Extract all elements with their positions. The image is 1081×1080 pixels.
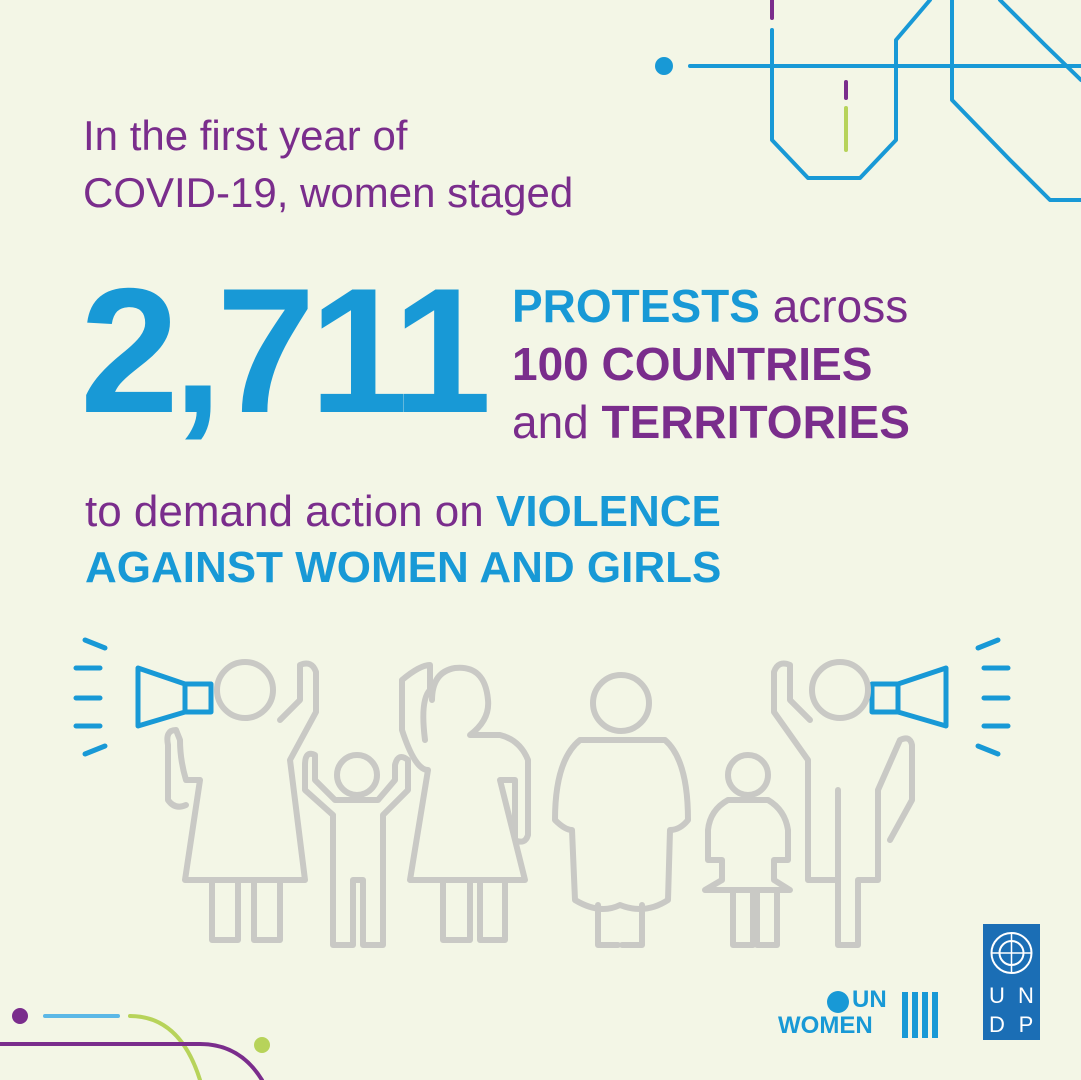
stat-text: across — [772, 280, 909, 332]
closing-text: to demand action on — [85, 487, 484, 536]
intro-line: In the first year of — [83, 112, 408, 159]
logo-text: WOMEN — [778, 1012, 873, 1039]
stat-text: and — [512, 396, 589, 448]
stat-number: 2,711 — [80, 251, 492, 450]
logo-letter: P — [1018, 1012, 1034, 1037]
undp-logo: U N D P — [983, 924, 1040, 1040]
stat-strong: 100 COUNTRIES — [512, 338, 873, 390]
logo-text: UN — [852, 986, 887, 1013]
logo-letter: N — [1018, 983, 1034, 1008]
closing-strong: VIOLENCE — [495, 487, 721, 536]
stat-line: PROTESTS across — [512, 283, 908, 329]
stat-line: 100 COUNTRIES — [512, 341, 872, 387]
un-women-emblem — [827, 991, 938, 1038]
logo-letter: D — [989, 1012, 1005, 1037]
intro-line: COVID-19, women staged — [83, 169, 574, 216]
logo-letter: U — [989, 983, 1005, 1008]
un-emblem — [990, 932, 1033, 974]
closing-strong: AGAINST WOMEN AND GIRLS — [85, 543, 722, 592]
stat-strong: TERRITORIES — [601, 396, 910, 448]
closing-line: to demand action on VIOLENCE — [85, 490, 721, 534]
stat-strong: PROTESTS — [512, 280, 760, 332]
stat-line: and TERRITORIES — [512, 399, 910, 445]
